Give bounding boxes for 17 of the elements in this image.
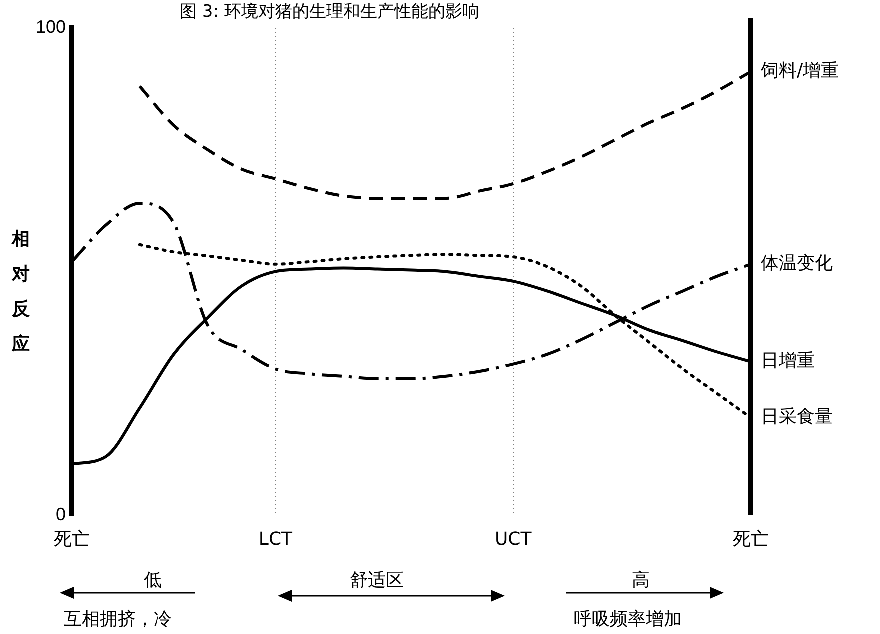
y-tick-label: 0	[56, 504, 66, 524]
text: 呼吸频率增加	[574, 608, 682, 631]
series-label: 饲料/增重	[760, 60, 840, 82]
series-label: 体温变化	[761, 253, 833, 274]
y-tick-label: 100	[36, 16, 66, 37]
x-tick-label: UCT	[494, 528, 533, 550]
x-tick-label: 死亡	[54, 528, 90, 550]
series-label: 日增重	[761, 350, 815, 372]
x-tick-label: 死亡	[733, 528, 769, 550]
x-tick-label: LCT	[258, 528, 294, 550]
text: 高	[632, 569, 650, 592]
series-label: 日采食量	[761, 406, 833, 428]
text: 互相拥挤，冷	[64, 608, 172, 631]
y-axis-title: 相对反应	[10, 228, 31, 357]
chart-title: 图 3: 环境对猪的生理和生产性能的影响	[180, 1, 480, 23]
text: 低	[144, 569, 162, 592]
text: 舒适区	[350, 569, 404, 592]
